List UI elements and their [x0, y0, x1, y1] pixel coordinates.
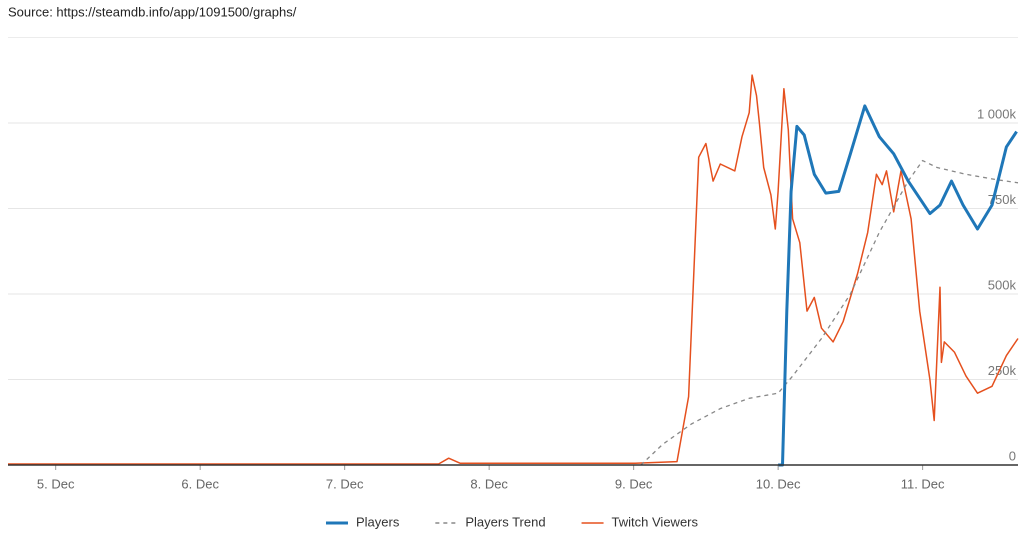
- x-tick-label: 8. Dec: [470, 476, 508, 491]
- series-line: [8, 74, 1019, 465]
- x-tick-label: 11. Dec: [901, 476, 945, 491]
- x-tick-label: 5. Dec: [37, 476, 75, 491]
- source-note: Source: https://steamdb.info/app/1091500…: [8, 4, 297, 19]
- y-tick-label: 1 000k: [977, 106, 1017, 121]
- y-tick-label: 250k: [988, 363, 1017, 378]
- legend-label: Players: [356, 514, 400, 529]
- x-tick-label: 10. Dec: [756, 476, 801, 491]
- series-line: [778, 104, 1018, 467]
- series-line: [640, 159, 1019, 466]
- x-tick-label: 7. Dec: [326, 476, 364, 491]
- x-tick-label: 9. Dec: [615, 476, 653, 491]
- x-tick-label: 6. Dec: [181, 476, 219, 491]
- legend-label: Twitch Viewers: [612, 514, 699, 529]
- legend-label: Players Trend: [465, 514, 545, 529]
- y-tick-label: 0: [1009, 448, 1016, 463]
- y-tick-label: 500k: [988, 277, 1017, 292]
